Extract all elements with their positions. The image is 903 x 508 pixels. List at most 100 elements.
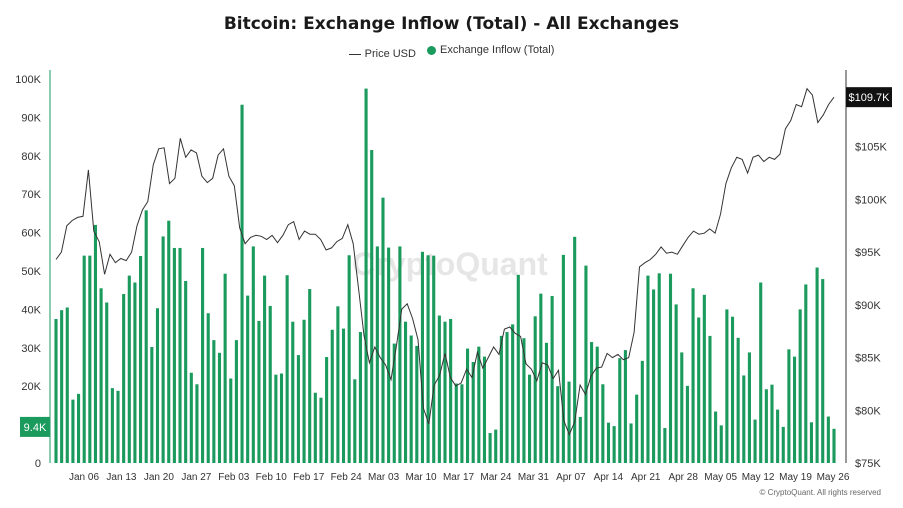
x-tick-label: Mar 24: [480, 472, 512, 483]
inflow-bar: [573, 236, 577, 463]
y-left-tick-label: 60K: [21, 228, 41, 240]
inflow-bar: [99, 288, 103, 463]
inflow-bar: [302, 319, 306, 463]
inflow-bar: [212, 340, 216, 463]
inflow-bar: [776, 409, 780, 463]
inflow-bar: [150, 347, 154, 463]
x-tick-label: Apr 07: [556, 472, 586, 483]
price-line: [55, 87, 835, 436]
inflow-bar: [544, 342, 549, 463]
inflow-bar: [201, 247, 205, 463]
inflow-bar: [364, 88, 368, 463]
y-left-tick-label: 90K: [21, 112, 41, 124]
inflow-bar: [77, 393, 81, 463]
inflow-bar: [601, 384, 605, 463]
y-left-tick-label: 40K: [21, 304, 41, 316]
inflow-bar: [54, 319, 58, 463]
inflow-bar: [623, 350, 627, 463]
inflow-bar: [561, 254, 565, 463]
inflow-bar: [488, 433, 492, 463]
y-right-tick-label: $90K: [855, 300, 881, 312]
legend-line-swatch: [348, 53, 361, 55]
inflow-bar: [370, 150, 374, 464]
legend-item-price[interactable]: Price USD: [348, 48, 416, 60]
x-tick-label: Mar 31: [518, 472, 550, 483]
inflow-bar: [730, 316, 735, 463]
inflow-bar: [612, 426, 616, 463]
inflow-bar: [449, 319, 453, 463]
inflow-bar: [466, 348, 470, 463]
inflow-bar: [714, 411, 718, 463]
inflow-bar: [263, 275, 267, 463]
inflow-bar: [787, 349, 791, 463]
x-tick-label: May 05: [704, 472, 737, 483]
latest-price-label: $109.7K: [849, 92, 891, 104]
inflow-bar: [747, 352, 751, 463]
inflow-bar: [663, 428, 667, 463]
inflow-bar: [809, 422, 813, 463]
inflow-bar: [375, 246, 379, 463]
inflow-bar: [691, 288, 695, 463]
x-tick-label: Feb 24: [331, 472, 363, 483]
inflow-bar: [105, 302, 109, 463]
y-left-tick-label: 0: [35, 458, 41, 470]
x-tick-label: Feb 03: [218, 472, 250, 483]
chart-title: Bitcoin: Exchange Inflow (Total) - All E…: [223, 14, 680, 34]
inflow-bar: [161, 236, 165, 463]
inflow-bar: [403, 321, 408, 463]
inflow-bar: [217, 352, 222, 463]
copyright-text: © CryptoQuant. All rights reserved: [759, 488, 882, 497]
inflow-bar: [144, 210, 148, 463]
inflow-bar: [590, 342, 594, 463]
x-tick-label: Mar 10: [405, 472, 437, 483]
inflow-bar: [821, 279, 825, 463]
inflow-bar: [482, 356, 487, 463]
inflow-bar: [528, 374, 532, 463]
latest-inflow-badge: [20, 416, 50, 437]
inflow-bar: [680, 352, 684, 463]
x-tick-label: May 19: [779, 472, 812, 483]
inflow-bar: [82, 255, 86, 463]
inflow-bar: [279, 373, 284, 463]
inflow-bar: [110, 388, 114, 463]
inflow-bar: [516, 274, 520, 463]
inflow-bar: [471, 362, 475, 463]
y-left-tick-label: 20K: [21, 381, 41, 393]
inflow-bar: [274, 374, 278, 463]
y-right-tick-label: $95K: [855, 247, 881, 259]
latest-inflow-label: 9.4K: [24, 422, 47, 434]
legend-item-inflow[interactable]: Exchange Inflow (Total): [427, 44, 554, 56]
inflow-bar: [172, 247, 176, 463]
inflow-bar: [657, 273, 661, 463]
watermark-text: CryptoQuant: [352, 246, 548, 282]
inflow-bar: [155, 308, 160, 463]
x-tick-label: Mar 17: [443, 472, 475, 483]
inflow-bar: [494, 429, 498, 463]
x-tick-label: Jan 27: [181, 472, 211, 483]
inflow-bar: [409, 335, 413, 463]
x-tick-label: Apr 28: [668, 472, 698, 483]
inflow-bar: [415, 345, 419, 463]
latest-price-badge: [846, 87, 892, 108]
inflow-bar: [184, 280, 188, 463]
inflow-bar: [629, 423, 633, 463]
inflow-bar: [443, 321, 447, 463]
y-right-tick-label: $100K: [855, 194, 887, 206]
inflow-bar: [578, 416, 582, 463]
y-left-tick-label: 70K: [21, 189, 41, 201]
y-left-tick-label: 30K: [21, 343, 41, 355]
legend-price-label: Price USD: [364, 48, 416, 60]
inflow-bar: [832, 428, 836, 463]
inflow-bar: [268, 305, 272, 463]
inflow-bar: [133, 282, 137, 463]
y-right-tick-label: $105K: [855, 142, 887, 154]
y-right-tick-label: $85K: [855, 353, 881, 365]
inflow-bar: [71, 399, 75, 463]
legend-inflow-label: Exchange Inflow (Total): [440, 44, 555, 56]
inflow-bar: [798, 309, 802, 463]
inflow-bar: [770, 384, 774, 463]
inflow-bar: [234, 340, 238, 463]
inflow-bar: [792, 356, 797, 463]
inflow-bar: [387, 247, 391, 463]
